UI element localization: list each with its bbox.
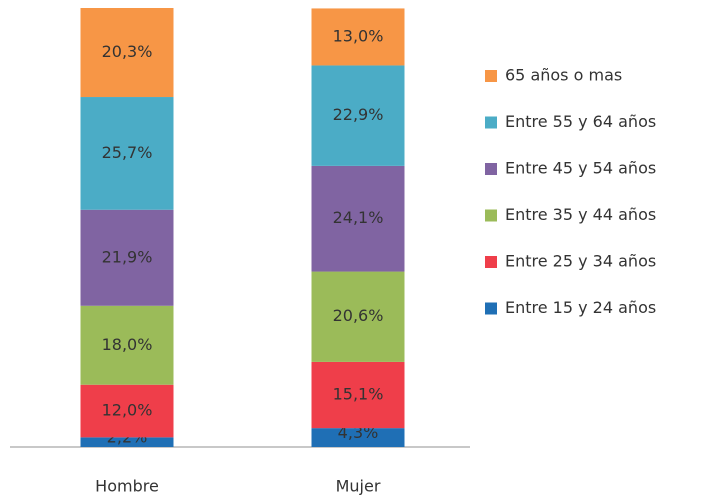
legend-label: 65 años o mas	[505, 66, 622, 85]
x-tick-label: Hombre	[95, 477, 159, 496]
bar-segment	[311, 428, 405, 447]
data-label: 18,0%	[102, 335, 153, 354]
legend-swatch	[485, 256, 497, 268]
legend-swatch	[485, 163, 497, 175]
legend-label: Entre 45 y 54 años	[505, 159, 656, 178]
legend-swatch	[485, 302, 497, 315]
bar-segment	[80, 97, 174, 210]
bar-segment	[311, 165, 405, 272]
data-label: 20,3%	[102, 42, 153, 61]
bar-segment	[311, 65, 405, 166]
x-tick-label: Mujer	[336, 477, 381, 496]
bar-segment	[80, 8, 174, 98]
legend-swatch	[485, 209, 497, 222]
data-label: 13,0%	[333, 26, 384, 45]
data-label: 20,6%	[333, 306, 384, 325]
legend-swatch	[485, 70, 497, 82]
bar-segment	[80, 209, 174, 306]
legend-swatch	[485, 116, 497, 129]
legend-label: Entre 35 y 44 años	[505, 205, 656, 224]
bar-segment	[80, 437, 174, 447]
data-label: 15,1%	[333, 385, 384, 404]
bar-segment	[80, 384, 174, 438]
data-label: 25,7%	[102, 143, 153, 162]
legend-label: Entre 25 y 34 años	[505, 252, 656, 271]
data-label: 21,9%	[102, 247, 153, 266]
legend-label: Entre 15 y 24 años	[505, 298, 656, 317]
bar-segment	[311, 8, 405, 66]
data-label: 24,1%	[333, 208, 384, 227]
data-label: 12,0%	[102, 401, 153, 420]
bar-segment	[80, 305, 174, 385]
data-label: 22,9%	[333, 105, 384, 124]
legend-label: Entre 55 y 64 años	[505, 112, 656, 131]
bar-segment	[311, 271, 405, 362]
bar-segment	[311, 361, 405, 429]
